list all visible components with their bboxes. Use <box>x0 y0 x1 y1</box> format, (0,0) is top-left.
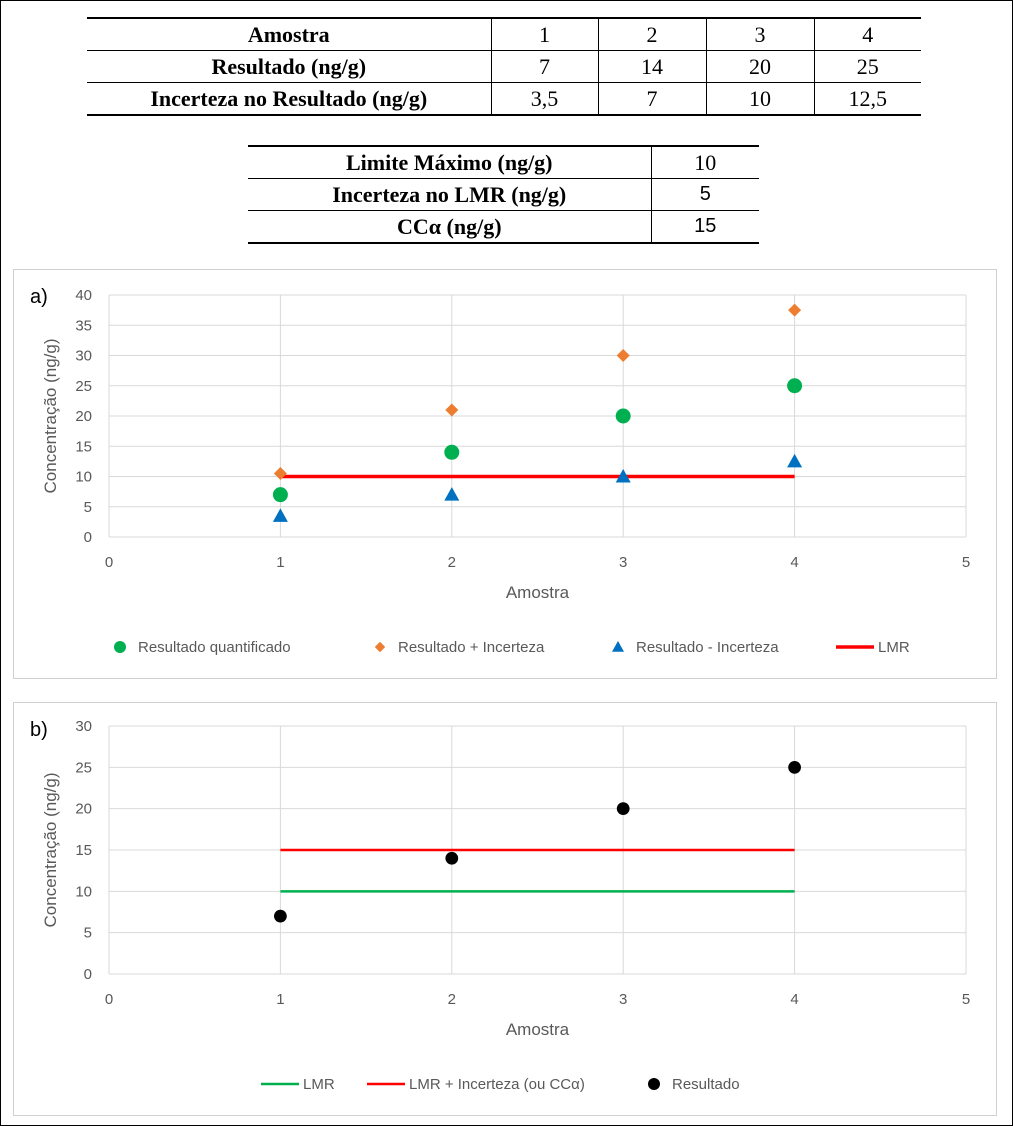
data-point <box>274 909 287 923</box>
legend-label: LMR <box>878 639 910 656</box>
data-point <box>273 466 287 480</box>
table-cell: 7 <box>490 50 599 83</box>
data-point <box>788 760 801 774</box>
table-cell: 25 <box>813 50 921 83</box>
panel-label: b) <box>30 719 48 741</box>
y-tick-label: 20 <box>75 408 92 425</box>
legend-label: Resultado quantificado <box>138 639 291 656</box>
table-row: Limite Máximo (ng/g) 10 <box>248 145 759 179</box>
y-axis-title: Concentração (ng/g) <box>41 339 60 494</box>
y-tick-label: 25 <box>75 378 92 395</box>
panel-label: a) <box>30 286 48 308</box>
data-point <box>616 349 630 362</box>
y-tick-label: 20 <box>75 801 92 818</box>
y-tick-label: 40 <box>75 287 92 304</box>
chart-a: 0 5 10 15 20 25 30 35 40 0 1 2 3 4 5 Amostra Concentraçã… <box>13 269 997 679</box>
row-label: Limite Máximo (ng/g) <box>248 145 652 179</box>
legend-label: Resultado + Incerteza <box>398 639 545 656</box>
legend-label: LMR <box>303 1076 335 1093</box>
y-tick-label: 25 <box>75 759 92 776</box>
data-point <box>615 469 631 483</box>
data-point <box>445 851 459 865</box>
table-row: Resultado (ng/g) 7 14 20 25 <box>87 50 921 83</box>
table-cell: 10 <box>705 82 815 116</box>
legend-swatch <box>648 1078 660 1090</box>
y-tick-label: 15 <box>75 438 92 455</box>
x-tick-label: 4 <box>790 554 798 571</box>
x-tick-label: 3 <box>619 991 627 1008</box>
table-cell: 5 <box>650 178 759 211</box>
y-tick-label: 10 <box>75 883 92 900</box>
data-point <box>272 487 288 503</box>
data-point <box>787 453 803 468</box>
table-cell: 3 <box>705 17 815 51</box>
x-tick-label: 0 <box>105 554 113 571</box>
row-label: Incerteza no LMR (ng/g) <box>248 178 652 211</box>
table-cell: 10 <box>650 145 759 179</box>
table-row: CCα (ng/g) 15 <box>248 210 759 244</box>
legend-label: Resultado - Incerteza <box>636 639 779 656</box>
x-tick-label: 5 <box>962 991 970 1008</box>
data-point <box>445 403 459 417</box>
x-tick-label: 2 <box>448 991 456 1008</box>
data-point <box>272 508 288 522</box>
limits-table: Limite Máximo (ng/g) 10 Incerteza no LMR… <box>248 145 759 244</box>
y-tick-label: 5 <box>84 925 92 942</box>
x-tick-label: 0 <box>105 991 113 1008</box>
legend-swatch <box>114 641 126 653</box>
y-tick-label: 15 <box>75 842 92 859</box>
legend-label: Resultado <box>672 1076 740 1093</box>
data-point <box>615 408 631 424</box>
data-point <box>787 378 803 394</box>
y-axis-title: Concentração (ng/g) <box>41 773 60 928</box>
samples-table: Amostra 1 2 3 4 Resultado (ng/g) 7 14 20… <box>87 17 921 116</box>
table-cell: 12,5 <box>813 82 921 116</box>
legend-label: LMR + Incerteza (ou CCα) <box>409 1076 585 1093</box>
x-tick-label: 1 <box>276 991 284 1008</box>
table-cell: 7 <box>597 82 707 116</box>
chart-a-svg: 0 5 10 15 20 25 30 35 40 0 1 2 3 4 5 Amostra Concentraçã… <box>30 286 970 656</box>
x-tick-label: 1 <box>276 554 284 571</box>
y-tick-label: 0 <box>84 966 92 983</box>
chart-b: 0 5 10 15 20 25 30 0 1 2 3 4 5 Amostra Concentração (n… <box>13 702 997 1116</box>
y-tick-label: 30 <box>75 348 92 365</box>
x-axis-title: Amostra <box>506 583 570 602</box>
row-label: Incerteza no Resultado (ng/g) <box>87 82 492 116</box>
table-row: Incerteza no Resultado (ng/g) 3,5 7 10 1… <box>87 82 921 116</box>
x-tick-label: 2 <box>448 554 456 571</box>
table-cell: 15 <box>650 210 759 244</box>
y-tick-label: 5 <box>84 499 92 516</box>
data-point <box>788 303 802 317</box>
x-tick-label: 5 <box>962 554 970 571</box>
y-tick-label: 0 <box>84 529 92 546</box>
y-tick-label: 35 <box>75 317 92 334</box>
x-tick-label: 3 <box>619 554 627 571</box>
data-point <box>616 802 630 816</box>
legend-swatch <box>374 641 386 653</box>
table-cell: 20 <box>705 50 815 83</box>
x-axis-title: Amostra <box>506 1020 570 1039</box>
y-tick-label: 30 <box>75 718 92 735</box>
table-row: Amostra 1 2 3 4 <box>87 17 921 51</box>
row-label: Resultado (ng/g) <box>87 50 492 83</box>
table-cell: 3,5 <box>490 82 599 116</box>
data-point <box>444 487 460 501</box>
table-cell: 2 <box>597 17 707 51</box>
legend-swatch <box>612 641 624 652</box>
row-label: Amostra <box>87 17 492 51</box>
y-tick-label: 10 <box>75 469 92 486</box>
x-tick-label: 4 <box>790 991 798 1008</box>
chart-b-svg: 0 5 10 15 20 25 30 0 1 2 3 4 5 Amostra Concentração (n… <box>30 718 970 1093</box>
table-cell: 14 <box>597 50 707 83</box>
table-cell: 1 <box>490 17 599 51</box>
table-cell: 4 <box>813 17 921 51</box>
data-point <box>444 444 460 460</box>
row-label: CCα (ng/g) <box>248 210 652 244</box>
table-row: Incerteza no LMR (ng/g) 5 <box>248 178 759 211</box>
